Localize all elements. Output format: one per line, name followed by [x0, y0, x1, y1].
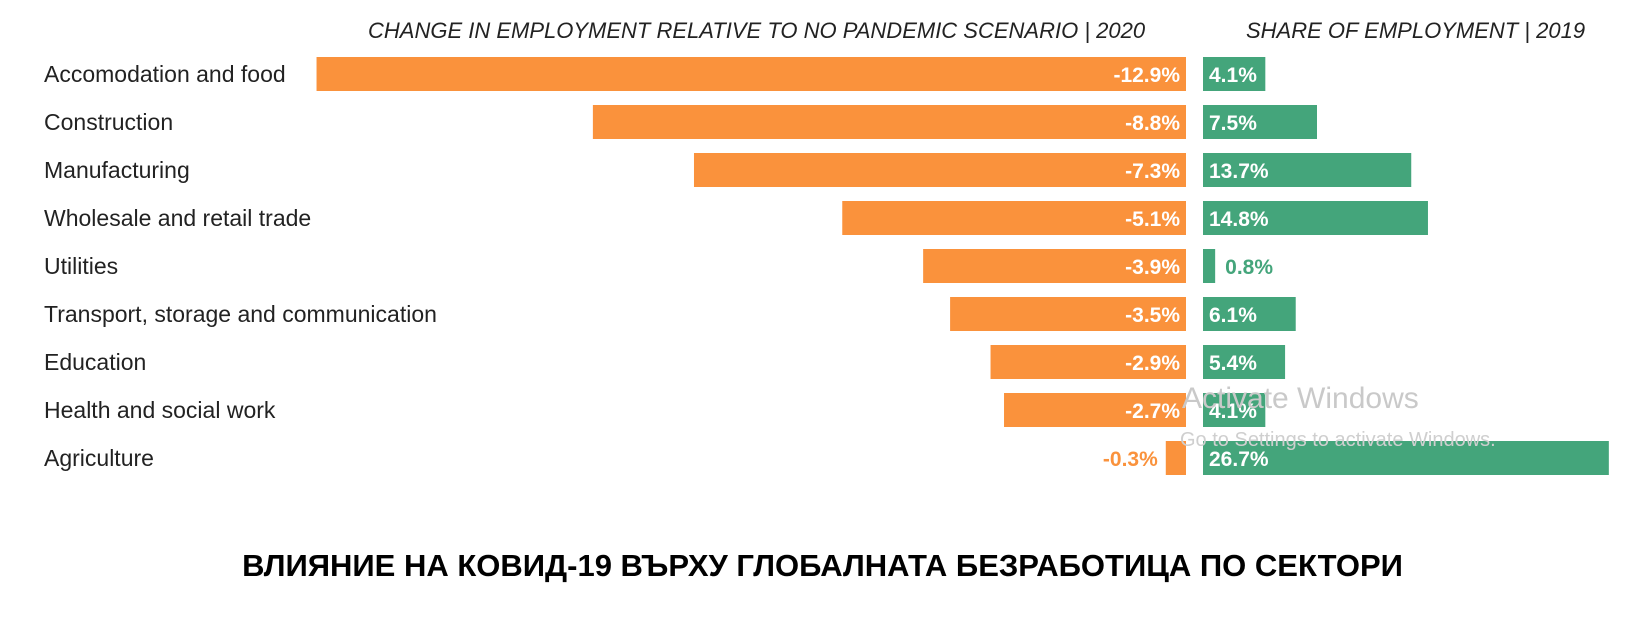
- employment-change-label: -0.3%: [1103, 448, 1158, 471]
- employment-share-bar: [1203, 393, 1266, 427]
- employment-share-bar: [1203, 105, 1317, 139]
- employment-change-label: -7.3%: [1125, 160, 1180, 183]
- category-label: Health and social work: [44, 397, 276, 423]
- employment-share-label: 5.4%: [1209, 352, 1257, 375]
- employment-change-bar: [592, 105, 1186, 139]
- bar-rows: Accomodation and food -12.9% 4.1% Construct…: [44, 57, 1609, 475]
- employment-change-bar: [950, 297, 1186, 331]
- employment-change-bar: [842, 201, 1186, 235]
- employment-change-label: -5.1%: [1125, 208, 1180, 231]
- category-label: Manufacturing: [44, 157, 190, 183]
- employment-share-bar: [1203, 201, 1428, 235]
- employment-change-bar: [693, 153, 1186, 187]
- employment-change-label: -8.8%: [1125, 112, 1180, 135]
- employment-change-label: -3.9%: [1125, 256, 1180, 279]
- employment-change-bar: [1004, 393, 1186, 427]
- category-label: Accomodation and food: [44, 61, 286, 87]
- employment-share-label: 7.5%: [1209, 112, 1257, 135]
- employment-share-label: 26.7%: [1209, 448, 1269, 471]
- category-label: Wholesale and retail trade: [44, 205, 311, 231]
- employment-change-bar: [316, 57, 1186, 91]
- category-label: Transport, storage and communication: [44, 301, 437, 327]
- category-label: Construction: [44, 109, 173, 135]
- employment-share-bar: [1203, 297, 1296, 331]
- chart-caption: ВЛИЯНИЕ НА КОВИД-19 ВЪРХУ ГЛОБАЛНАТА БЕЗ…: [242, 548, 1403, 583]
- employment-share-bar: [1203, 57, 1266, 91]
- category-label: Agriculture: [44, 445, 154, 471]
- header-share-employment: SHARE OF EMPLOYMENT | 2019: [1246, 18, 1585, 43]
- employment-share-label: 4.1%: [1209, 64, 1257, 87]
- employment-share-label: 14.8%: [1209, 208, 1269, 231]
- employment-share-label: 6.1%: [1209, 304, 1257, 327]
- employment-change-bar: [923, 249, 1186, 283]
- employment-share-bar: [1203, 345, 1286, 379]
- watermark-settings: Go to Settings to activate Windows.: [1180, 429, 1496, 451]
- employment-share-label: 0.8%: [1225, 256, 1273, 279]
- employment-change-label: -2.9%: [1125, 352, 1180, 375]
- employment-change-label: -12.9%: [1113, 64, 1180, 87]
- category-label: Education: [44, 349, 146, 375]
- employment-share-bar: [1203, 249, 1216, 283]
- employment-change-label: -2.7%: [1125, 400, 1180, 423]
- watermark-activate: Activate Windows: [1182, 382, 1419, 415]
- header-change-employment: CHANGE IN EMPLOYMENT RELATIVE TO NO PAND…: [368, 18, 1146, 43]
- employment-change-bar: [1165, 441, 1186, 475]
- employment-change-label: -3.5%: [1125, 304, 1180, 327]
- employment-change-bar: [990, 345, 1186, 379]
- employment-share-label: 4.1%: [1209, 400, 1257, 423]
- category-label: Utilities: [44, 253, 118, 279]
- employment-share-label: 13.7%: [1209, 160, 1269, 183]
- chart: CHANGE IN EMPLOYMENT RELATIVE TO NO PAND…: [44, 18, 1609, 475]
- employment-share-bar: [1203, 441, 1609, 475]
- employment-share-bar: [1203, 153, 1412, 187]
